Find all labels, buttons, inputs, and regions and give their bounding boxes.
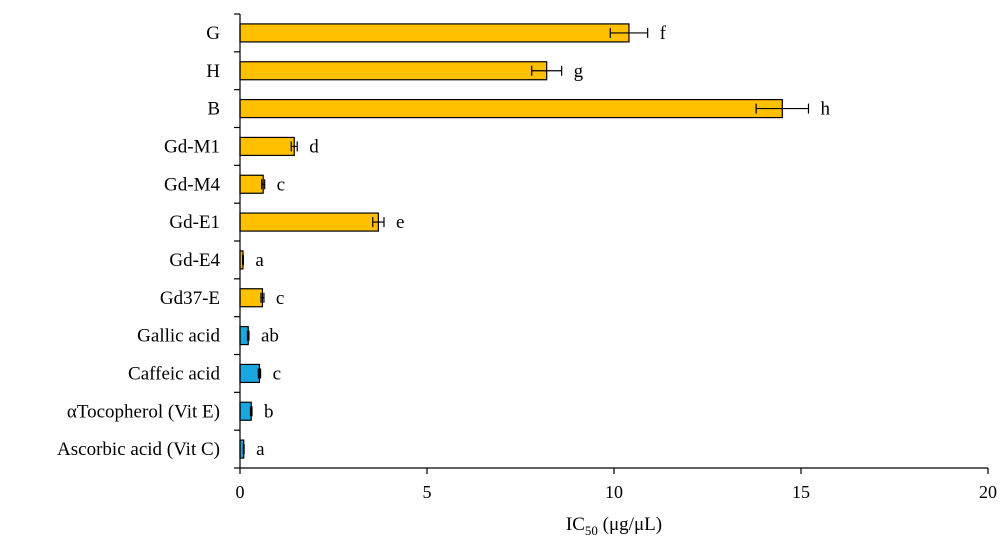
significance-label: b: [264, 401, 274, 422]
category-label: G: [206, 23, 220, 44]
error-bar: [609, 27, 649, 38]
error-bar: [755, 103, 810, 114]
category-label: Gd-M1: [164, 136, 220, 157]
bar: [239, 23, 630, 43]
category-label: αTocopherol (Vit E): [67, 401, 220, 422]
bar: [239, 288, 264, 308]
error-bars-layer: [242, 27, 810, 455]
error-bar: [249, 406, 253, 417]
error-bar: [257, 368, 262, 379]
error-bar: [290, 141, 298, 152]
x-axis: 0 5 10 15 20: [234, 13, 997, 502]
category-label: H: [206, 61, 220, 82]
significance-label: a: [255, 250, 264, 271]
category-label: B: [207, 99, 220, 120]
error-bar: [246, 330, 250, 341]
significance-label: ab: [261, 326, 279, 347]
x-tick-label: 20: [979, 482, 997, 502]
x-tick-label: 5: [423, 482, 432, 502]
x-axis-title: IC50 (μg/μL): [566, 514, 662, 538]
significance-label: f: [660, 23, 667, 44]
x-tick-label: 10: [605, 482, 623, 502]
significance-label: c: [277, 174, 285, 195]
error-bar: [261, 179, 266, 190]
bar: [239, 363, 261, 384]
significance-label: d: [309, 136, 319, 157]
significance-label: c: [273, 363, 281, 384]
bar: [239, 212, 379, 232]
category-label: Caffeic acid: [128, 363, 220, 384]
error-bar: [531, 65, 563, 76]
bar: [239, 98, 783, 119]
significance-label: g: [574, 61, 584, 82]
error-bar: [242, 254, 244, 265]
category-label: Ascorbic acid (Vit C): [57, 439, 220, 460]
category-labels: GHB Gd-M1 Gd-M4 Gd-E1 Gd-E4 Gd37-E Gallic acid…: [57, 23, 220, 460]
significance-label: h: [820, 99, 830, 120]
error-bar: [242, 444, 245, 455]
bar: [239, 136, 295, 157]
significance-label: e: [396, 212, 404, 233]
bars-layer: [239, 23, 783, 459]
category-label: Gd37-E: [160, 288, 220, 309]
category-label: Gallic acid: [137, 326, 220, 347]
significance-label: c: [276, 288, 284, 309]
category-label: Gd-M4: [164, 174, 220, 195]
bar: [239, 401, 252, 421]
bar: [239, 174, 264, 194]
x-tick-label: 15: [792, 482, 810, 502]
significance-label: a: [256, 439, 265, 460]
x-tick-label: 0: [236, 482, 245, 502]
bar: [239, 61, 548, 81]
category-label: Gd-E1: [169, 212, 220, 233]
error-bar: [260, 292, 265, 303]
category-label: Gd-E4: [169, 250, 220, 271]
error-bar: [372, 217, 385, 228]
